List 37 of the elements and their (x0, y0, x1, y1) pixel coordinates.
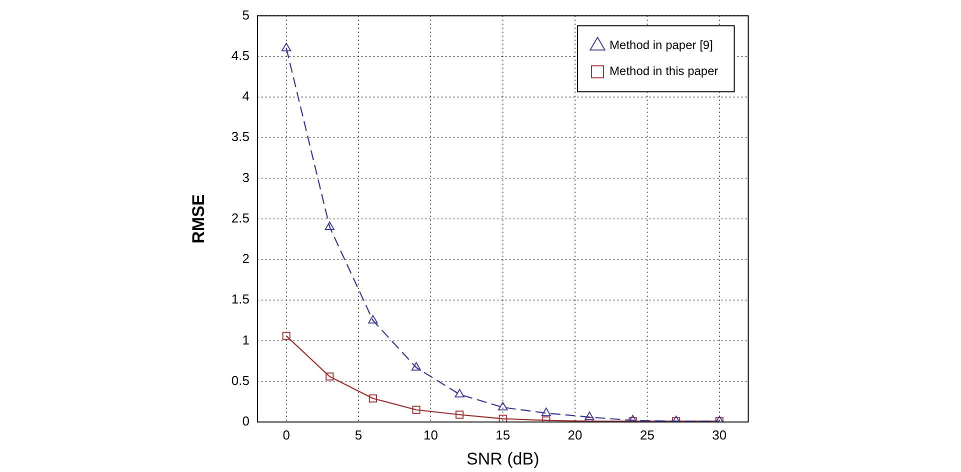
y-axis-title: RMSE (188, 194, 208, 244)
point (282, 42, 292, 52)
x-tick-label: 10 (423, 427, 438, 442)
point (326, 372, 334, 381)
point (542, 416, 550, 422)
y-tick-label: 2.5 (231, 210, 250, 226)
y-tick-label: 5 (242, 7, 250, 22)
point (456, 410, 464, 419)
x-tick-label: 20 (568, 427, 582, 442)
legend-label: Method in this paper (610, 64, 718, 78)
x-tick-label: 15 (496, 427, 510, 442)
y-tick-label: 4 (242, 88, 250, 104)
point (324, 222, 334, 230)
y-tick-label: 1 (242, 332, 250, 348)
y-tick-label: 0.5 (231, 372, 250, 388)
point (282, 332, 290, 340)
x-tick-label: 25 (640, 427, 654, 442)
y-tick-label: 3.5 (231, 129, 250, 144)
point (368, 314, 378, 324)
y-tick-label: 3 (242, 170, 250, 185)
x-tick-label: 30 (712, 427, 727, 442)
y-tick-label: 1.5 (231, 292, 250, 307)
point (368, 394, 377, 402)
point (498, 402, 508, 410)
x-tick-label: 0 (282, 427, 290, 442)
point (541, 408, 552, 416)
y-tick-label: 0 (242, 414, 250, 429)
point (454, 388, 464, 398)
point (498, 414, 507, 422)
point (411, 362, 422, 371)
point (412, 406, 420, 414)
point (584, 412, 594, 420)
y-tick-label: 2 (242, 251, 250, 266)
x-tick-label: 5 (354, 427, 362, 442)
y-tick-label: 4.5 (231, 48, 250, 63)
legend-label: Method in paper [9] (610, 38, 713, 52)
x-axis-title: SNR (dB) (466, 449, 540, 468)
